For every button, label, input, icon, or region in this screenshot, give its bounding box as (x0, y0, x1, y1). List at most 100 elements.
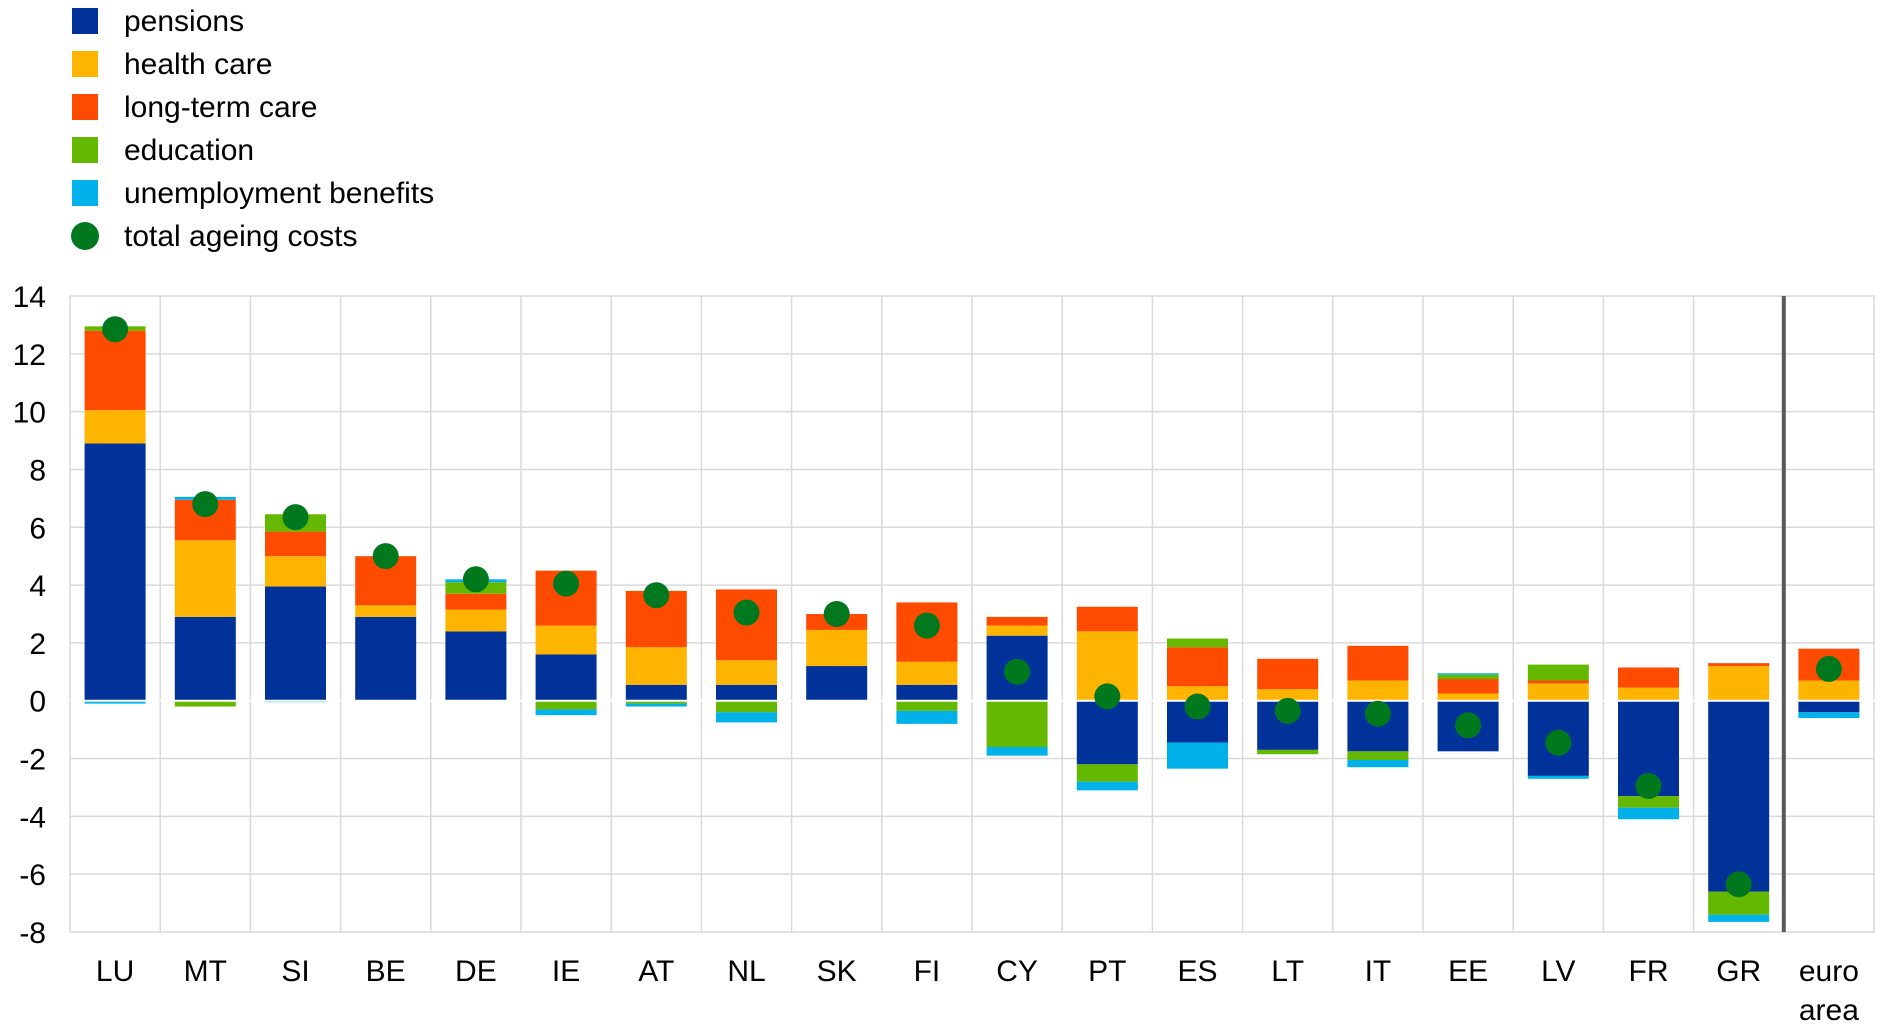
x-tick-labels: LU MT SI BE DE IE AT NL SK FI CY PT ES LT IT EE LV FR GR eu… (96, 955, 1859, 1024)
legend-swatch-long-term-care (72, 94, 98, 120)
bar-segment-unemployment-benefits (1798, 712, 1860, 719)
bar-segment-education (1618, 796, 1679, 808)
legend-swatch-health-care (72, 51, 98, 77)
y-tick-labels: 14 12 10 8 6 4 2 0 -2 -4 -6 -8 (13, 281, 46, 950)
total-marker (733, 599, 760, 626)
x-tick-label: IT (1365, 955, 1392, 988)
bar-segment-health-care (445, 609, 507, 632)
total-markers (102, 316, 1842, 898)
bar-segment-pensions (1708, 700, 1770, 892)
bar-segment-pensions (1076, 700, 1138, 765)
bar-segment-unemployment-benefits (986, 746, 1048, 756)
bar-segment-pensions (174, 616, 236, 701)
bar-segment-pensions (896, 684, 958, 701)
x-tick-label: FI (914, 955, 941, 988)
y-tick-label: -2 (19, 744, 46, 777)
x-tick-label: AT (638, 955, 674, 988)
bar-segment-long-term-care (1618, 667, 1679, 688)
total-marker (823, 601, 850, 627)
bar-segment-pensions (625, 684, 687, 701)
bar-segment-health-care (1618, 687, 1679, 701)
bar-segment-unemployment-benefits (1347, 759, 1409, 768)
legend-marker-total-ageing-costs (71, 222, 99, 250)
legend-label-education: education (124, 134, 254, 167)
bar-segment-pensions (445, 631, 507, 701)
bar-segment-health-care (806, 629, 868, 667)
bar-segment-health-care (535, 625, 597, 655)
bar-segment-health-care (1167, 686, 1228, 701)
bar-segment-unemployment-benefits (1437, 673, 1499, 675)
bar-segment-health-care (174, 540, 236, 617)
x-tick-label: DE (455, 955, 497, 988)
x-tick-label: CY (996, 955, 1038, 988)
total-marker (1455, 712, 1482, 739)
bar-segment-health-care (355, 605, 417, 617)
y-tick-label: 2 (29, 628, 46, 661)
total-marker (1004, 658, 1031, 685)
total-marker (192, 491, 219, 518)
bar-segment-unemployment-benefits (716, 712, 777, 723)
total-marker (1545, 729, 1572, 756)
bar-segment-unemployment-benefits (1527, 775, 1589, 779)
total-marker (913, 612, 940, 639)
bar-segment-health-care (1527, 683, 1589, 701)
y-tick-label: 6 (29, 512, 46, 545)
total-marker (1184, 693, 1211, 720)
bar-segment-long-term-care (1257, 658, 1319, 690)
bar-segment-unemployment-benefits (1618, 807, 1679, 820)
x-tick-label: PT (1088, 955, 1126, 988)
legend-label-total-ageing-costs: total ageing costs (124, 220, 357, 253)
x-tick-label: ES (1177, 955, 1217, 988)
bar-segment-long-term-care (1167, 647, 1228, 687)
y-tick-label: 12 (13, 339, 46, 372)
bar-segment-unemployment-benefits (1708, 914, 1770, 922)
bar-segment-pensions (535, 654, 597, 701)
bar-segment-health-care (1708, 666, 1770, 701)
bar-segment-long-term-care (1527, 680, 1589, 684)
x-tick-label: BE (366, 955, 406, 988)
bar-segment-long-term-care (1708, 663, 1770, 667)
total-marker (1364, 700, 1391, 727)
legend-swatch-unemployment-benefits (72, 180, 98, 206)
bar-segment-pensions (355, 616, 417, 701)
bar-segment-education (625, 700, 687, 704)
x-tick-label: SK (817, 955, 857, 988)
total-marker (1635, 773, 1662, 800)
total-marker (553, 570, 580, 597)
bar-segment-education (1257, 749, 1319, 755)
bar-segment-education (174, 700, 236, 707)
y-tick-label: -6 (19, 859, 46, 892)
legend-label-unemployment-benefits: unemployment benefits (124, 177, 434, 210)
bar-segment-long-term-care (1347, 645, 1409, 681)
bar-segment-education (1708, 891, 1770, 915)
total-marker (643, 582, 670, 609)
bar-segment-unemployment-benefits (535, 709, 597, 716)
bar-segment-health-care (625, 647, 687, 685)
bar-segment-unemployment-benefits (896, 710, 958, 724)
bar-segment-education (1437, 674, 1499, 680)
bar-segment-long-term-care (986, 616, 1048, 626)
bar-segment-unemployment-benefits (84, 700, 146, 704)
total-marker (1094, 683, 1121, 710)
bar-segment-education (1527, 664, 1589, 681)
total-marker (1815, 655, 1842, 682)
x-tick-label: MT (184, 955, 227, 988)
y-tick-label: 8 (29, 454, 46, 487)
total-marker (282, 504, 309, 531)
legend: pensions health care long-term care educati… (71, 5, 434, 253)
bar-segment-health-care (1347, 680, 1409, 701)
bar-segment-education (716, 700, 777, 713)
bar-segment-health-care (265, 556, 326, 587)
total-marker (1725, 871, 1752, 898)
bar-segment-pensions (716, 684, 777, 701)
total-marker (372, 543, 399, 570)
y-tick-label: -4 (19, 801, 46, 834)
y-tick-label: 14 (13, 281, 46, 314)
bar-segment-health-care (1257, 689, 1319, 701)
x-tick-label: NL (727, 955, 765, 988)
bar-segment-health-care (896, 661, 958, 685)
bar-segment-education (535, 700, 597, 710)
bar-segment-health-care (1437, 693, 1499, 701)
